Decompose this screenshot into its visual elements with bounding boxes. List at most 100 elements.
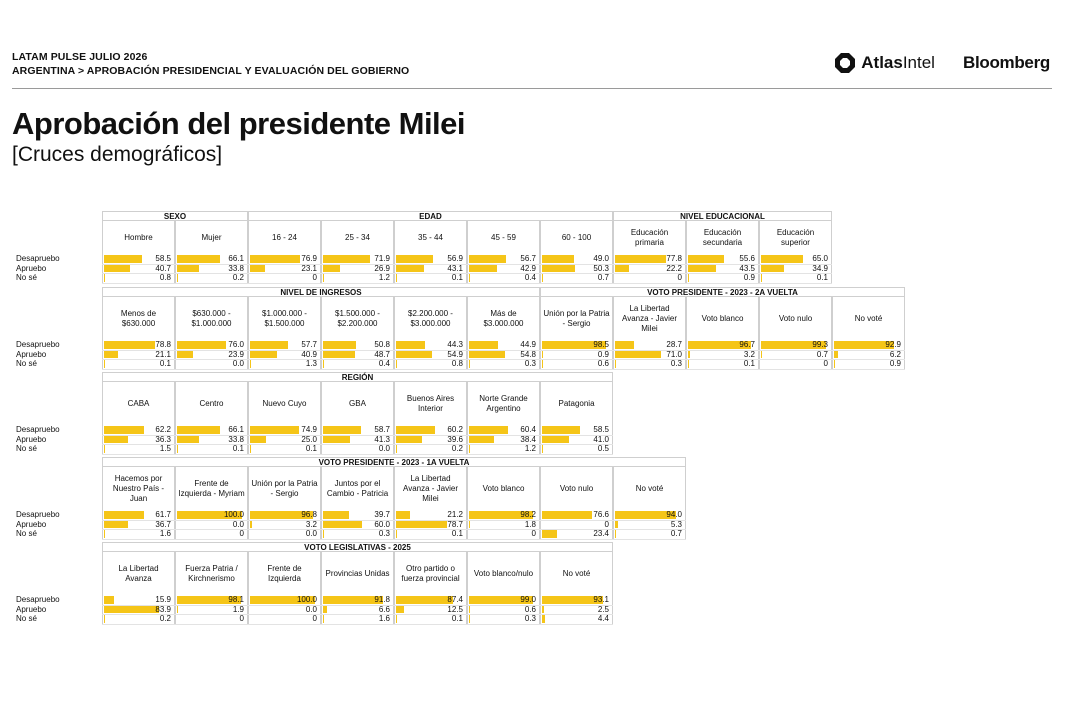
cell-value: 1.6: [378, 614, 390, 623]
data-cell: 76.6: [540, 510, 613, 520]
cell-value: 41.0: [593, 434, 609, 444]
data-cell: 87.4: [394, 595, 467, 605]
data-cell: 71.9: [321, 254, 394, 264]
data-cell: 1.3: [248, 359, 321, 369]
data-cell: 0.8: [102, 273, 175, 283]
data-cell: 1.9: [175, 604, 248, 614]
value-bar: [177, 435, 199, 443]
value-bar: [469, 520, 471, 528]
cell-value: 0.1: [159, 359, 171, 368]
column-header: Unión por la Patria - Sergio: [248, 467, 321, 510]
column-header: No voté: [832, 297, 905, 340]
cell-value: 93.1: [593, 595, 609, 604]
data-cell: 93.1: [540, 595, 613, 605]
value-bar: [615, 511, 677, 519]
cell-value: 0.1: [451, 614, 463, 623]
page-subtitle: [Cruces demográficos]: [12, 143, 223, 166]
data-cell: 78.7: [394, 519, 467, 529]
data-cell: 100.0: [248, 595, 321, 605]
row-label: Desapruebo: [16, 595, 60, 604]
value-bar: [542, 264, 575, 272]
data-cell: 12.5: [394, 604, 467, 614]
data-cell: 43.1: [394, 263, 467, 273]
data-cell: 96.8: [248, 510, 321, 520]
page-title: Aprobación del presidente Milei: [12, 106, 466, 141]
column-header: Voto blanco/nulo: [467, 552, 540, 595]
row-divider: [102, 273, 832, 274]
row-divider: [102, 282, 832, 284]
data-cell: 0: [175, 614, 248, 624]
data-cell: 0: [467, 529, 540, 539]
value-bar: [469, 350, 505, 358]
value-bar: [104, 445, 105, 453]
value-bar: [396, 341, 425, 349]
data-cell: 66.1: [175, 254, 248, 264]
value-bar: [469, 341, 499, 349]
value-bar: [104, 596, 115, 604]
data-cell: 0.1: [759, 273, 832, 283]
value-bar: [177, 596, 241, 604]
cell-value: 0: [239, 614, 244, 623]
data-cell: 0: [248, 273, 321, 283]
data-cell: 0.5: [540, 444, 613, 454]
cell-value: 56.7: [520, 254, 536, 263]
value-bar: [469, 426, 509, 434]
data-cell: 23.9: [175, 349, 248, 359]
value-bar: [104, 360, 105, 368]
column-header: Nuevo Cuyo: [248, 382, 321, 425]
cell-value: 62.2: [155, 425, 171, 434]
value-bar: [250, 596, 315, 604]
cell-value: 0.2: [159, 614, 171, 623]
cell-value: 55.6: [739, 254, 755, 263]
data-cell: 91.8: [321, 595, 394, 605]
value-bar: [177, 264, 199, 272]
cell-value: 54.8: [520, 349, 536, 359]
cell-value: 98.1: [228, 595, 244, 604]
data-cell: 98.1: [175, 595, 248, 605]
value-bar: [104, 274, 105, 282]
row-label: No sé: [16, 273, 37, 282]
data-cell: 0.3: [321, 529, 394, 539]
cell-value: 44.9: [520, 340, 536, 349]
cell-value: 43.5: [739, 263, 755, 273]
data-cell: 34.9: [759, 263, 832, 273]
value-bar: [615, 360, 616, 368]
cell-value: 39.7: [374, 510, 390, 519]
value-bar: [688, 264, 717, 272]
cell-value: 0.0: [378, 444, 390, 453]
data-cell: 60.4: [467, 425, 540, 435]
value-bar: [396, 350, 432, 358]
value-bar: [396, 435, 422, 443]
value-bar: [761, 264, 784, 272]
row-divider: [102, 444, 613, 445]
cell-value: 0.7: [597, 273, 609, 282]
value-bar: [323, 435, 350, 443]
cell-value: 0.1: [743, 359, 755, 368]
data-cell: 0.4: [467, 273, 540, 283]
cell-value: 3.2: [743, 349, 755, 359]
data-cell: 0.0: [248, 529, 321, 539]
data-cell: 54.9: [394, 349, 467, 359]
column-header: Unión por la Patria - Sergio: [540, 297, 613, 340]
value-bar: [542, 426, 581, 434]
cell-value: 1.3: [305, 359, 317, 368]
column-header: Voto blanco: [686, 297, 759, 340]
data-cell: 0.1: [248, 444, 321, 454]
data-cell: 0.1: [686, 359, 759, 369]
column-header: 25 - 34: [321, 221, 394, 254]
value-bar: [177, 274, 178, 282]
value-bar: [323, 520, 362, 528]
cell-value: 0.7: [670, 529, 682, 538]
value-bar: [834, 360, 835, 368]
data-cell: 0.8: [394, 359, 467, 369]
cell-value: 42.9: [520, 263, 536, 273]
value-bar: [104, 511, 145, 519]
row-label: No sé: [16, 529, 37, 538]
data-cell: 38.4: [467, 434, 540, 444]
cell-value: 0: [312, 614, 317, 623]
value-bar: [615, 520, 619, 528]
cell-value: 41.3: [374, 434, 390, 444]
data-cell: 3.2: [686, 349, 759, 359]
value-bar: [177, 426, 220, 434]
data-cell: 21.1: [102, 349, 175, 359]
